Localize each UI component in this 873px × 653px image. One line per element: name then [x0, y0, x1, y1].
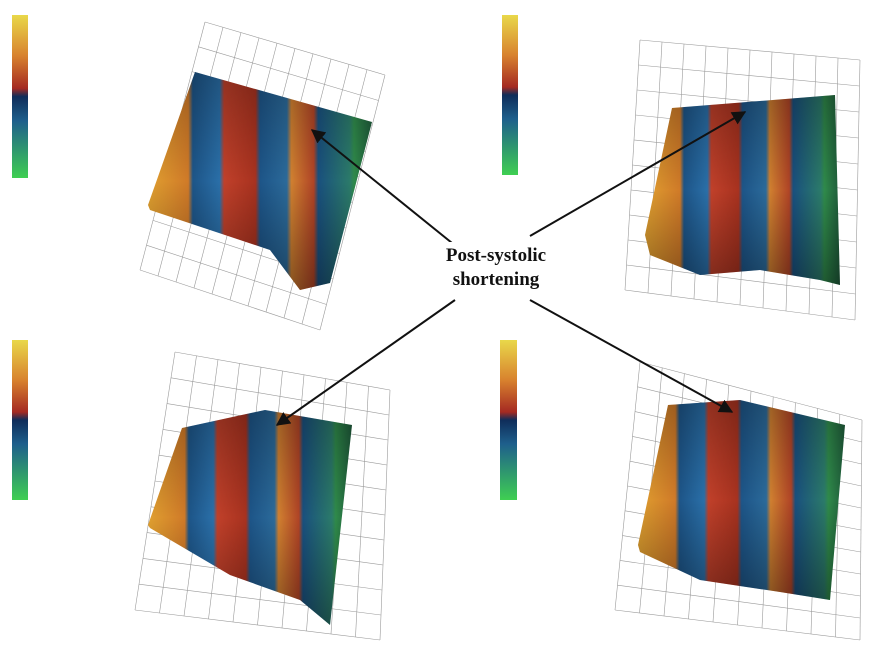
surface-shade: [148, 410, 352, 625]
colorbar: [500, 340, 517, 500]
surface-plot: [638, 400, 845, 600]
surface-plot: [645, 95, 840, 285]
page: Post-systolic shortening (() => { const …: [0, 0, 873, 653]
annotation: shortening: [453, 269, 540, 290]
surface-shade: [638, 400, 845, 600]
annotation: Post-systolic: [446, 245, 546, 266]
surface-plot: [148, 410, 352, 625]
surface-shade: [645, 95, 840, 285]
wire-line: [175, 352, 390, 390]
arrow: [530, 300, 732, 412]
colorbar: [12, 15, 28, 178]
wire-line: [380, 390, 390, 640]
colorbar: [12, 340, 28, 500]
colorbar: [502, 15, 518, 175]
arrow: [277, 300, 455, 425]
wire-line: [356, 386, 369, 637]
figure: Post-systolic shortening: [0, 0, 873, 653]
